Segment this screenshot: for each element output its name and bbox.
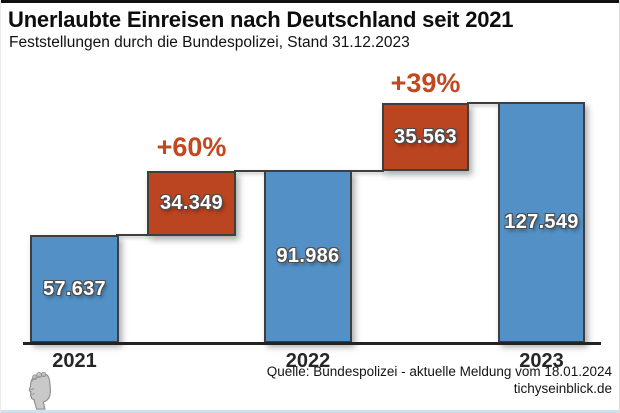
top-border — [1, 0, 619, 3]
source-line: Quelle: Bundespolizei - aktuelle Meldung… — [266, 364, 612, 379]
source-text: Quelle: Bundespolizei - aktuelle Meldung… — [267, 364, 612, 397]
chart-title: Unerlaubte Einreisen nach Deutschland se… — [8, 7, 514, 32]
year-label-2023: 2023 — [519, 350, 564, 372]
connector-line-increment-to-2022 — [234, 170, 266, 172]
connector-line-2022-to-increment — [350, 170, 384, 172]
increment-bar-2021-2022: 34.349 — [147, 171, 236, 236]
bar-2023: 127.549 — [498, 102, 585, 343]
tichys-minerva-head-logo-icon — [28, 371, 51, 410]
connector-line-2021-to-increment — [116, 234, 149, 236]
bar-value-label-2023: 127.549 — [504, 211, 579, 233]
year-label-2021: 2021 — [52, 350, 97, 372]
site-url: tichyseinblick.de — [513, 380, 612, 396]
bar-2021: 57.637 — [30, 235, 119, 343]
x-axis-line — [23, 342, 601, 345]
increment-value-label-1: 34.349 — [160, 192, 223, 214]
year-label-2022: 2022 — [285, 350, 331, 372]
percent-label-2021-2022: +60% — [156, 132, 227, 162]
bar-value-label-2021: 57.637 — [43, 277, 106, 300]
percent-label-2022-2023: +39% — [390, 68, 461, 98]
bottom-border — [1, 410, 619, 413]
increment-value-label-2: 35.563 — [394, 125, 457, 148]
bar-2022: 91.986 — [264, 170, 352, 343]
increment-bar-2022-2023: 35.563 — [382, 103, 469, 171]
bar-value-label-2022: 91.986 — [276, 245, 340, 267]
chart-subtitle: Feststellungen durch die Bundespolizei, … — [9, 34, 410, 51]
connector-line-increment-to-2023 — [467, 102, 500, 104]
